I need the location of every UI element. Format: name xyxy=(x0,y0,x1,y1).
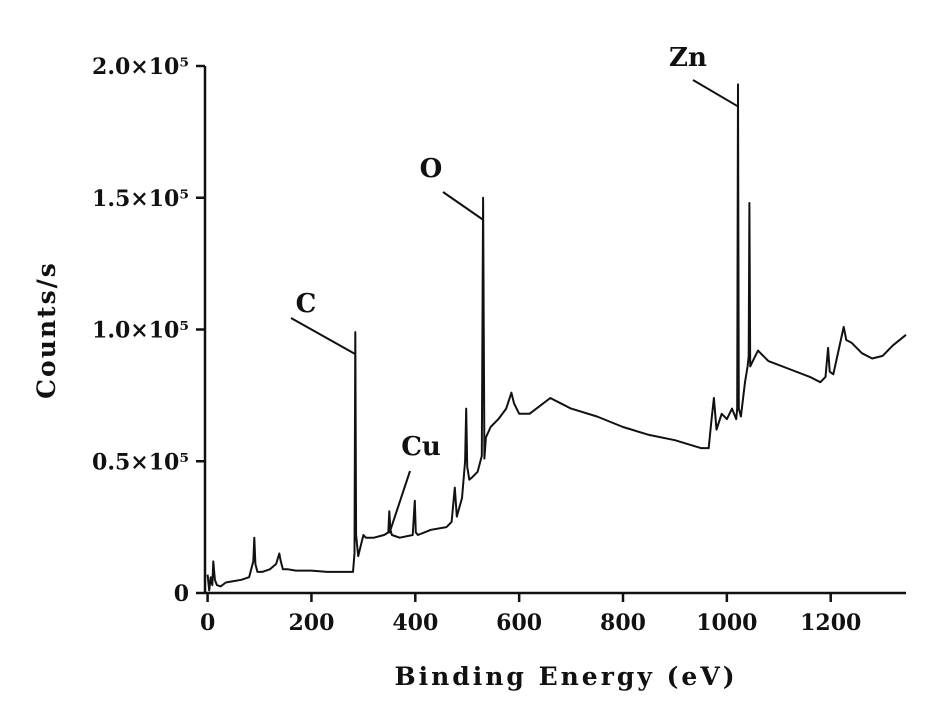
x-tick-label: 0 xyxy=(200,610,215,636)
y-tick-label: 0 xyxy=(174,581,189,607)
peak-label: O xyxy=(420,154,443,184)
peak-label: C xyxy=(296,289,317,319)
x-axis-title: Binding Energy (eV) xyxy=(394,662,737,691)
y-tick-label: 0.5×10⁵ xyxy=(92,449,189,475)
peak-leader-line xyxy=(389,471,410,533)
y-tick-label: 2.0×10⁵ xyxy=(92,54,189,80)
y-tick-label: 1.5×10⁵ xyxy=(92,186,189,212)
x-tick-label: 1000 xyxy=(696,610,757,636)
plot-area xyxy=(208,84,906,590)
peak-leader-line xyxy=(443,192,483,220)
x-tick-label: 800 xyxy=(600,610,646,636)
spectrum-line xyxy=(208,84,906,590)
x-tick-label: 200 xyxy=(288,610,334,636)
peak-leader-line xyxy=(693,80,738,106)
peak-leader-line xyxy=(291,318,355,354)
y-tick-label: 1.0×10⁵ xyxy=(92,318,189,344)
peak-annotations: C Cu O Zn xyxy=(291,43,738,533)
x-tick-label: 600 xyxy=(496,610,542,636)
peak-label: Cu xyxy=(401,432,441,462)
peak-label: Zn xyxy=(669,43,707,73)
x-tick-label: 1200 xyxy=(800,610,861,636)
x-tick-label: 400 xyxy=(392,610,438,636)
y-axis-title: Counts/s xyxy=(32,261,61,399)
ticks: 0 200 400 600 800 1000 1200 0 0.5×10⁵ 1.0×10⁵ 1.5×… xyxy=(92,54,861,636)
